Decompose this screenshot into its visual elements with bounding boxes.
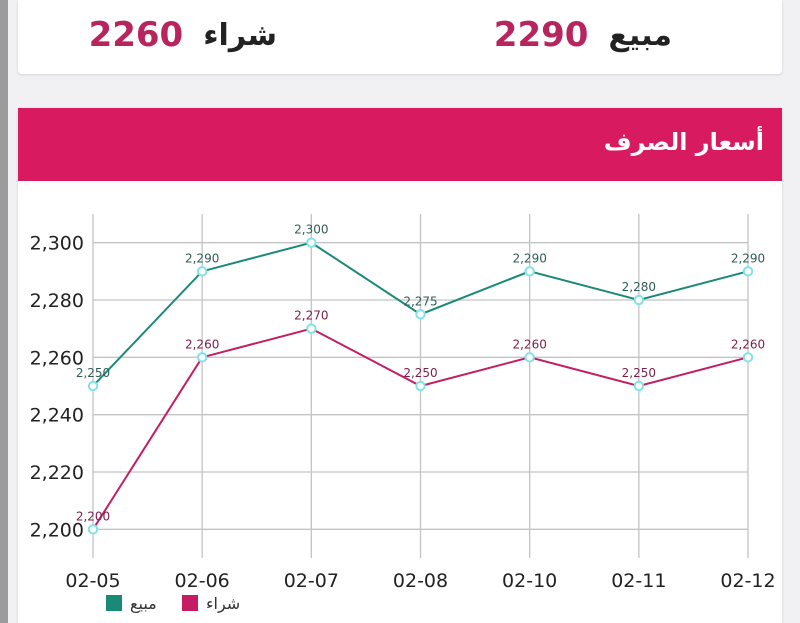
sell-value: 2290	[493, 15, 589, 55]
x-tick-label: 02-12	[720, 570, 775, 592]
buy-data-label: 2,260	[185, 337, 219, 351]
sell-data-label: 2,250	[76, 366, 110, 380]
sell-data-label: 2,275	[403, 294, 437, 308]
rates-summary-card: مبيع 2290 شراء 2260	[18, 0, 782, 74]
sell-point-marker	[87, 380, 99, 392]
sell-label: مبيع	[608, 17, 672, 53]
chart-card-title: أسعار الصرف	[603, 128, 764, 156]
buy-label: شراء	[203, 17, 277, 53]
x-tick-label: 02-10	[502, 570, 557, 592]
sell-point-marker	[306, 237, 317, 248]
sell-point-marker	[742, 266, 754, 277]
y-tick-label: 2,200	[30, 519, 84, 541]
buy-point-marker	[633, 380, 645, 392]
sell-point-marker	[633, 294, 645, 306]
y-tick-label: 2,260	[30, 347, 84, 369]
sell-data-label: 2,280	[622, 280, 656, 294]
buy-point-marker	[306, 323, 317, 334]
buy-data-label: 2,260	[512, 337, 546, 351]
legend-label-buy: شراء	[206, 594, 240, 614]
buy-point-marker	[524, 352, 535, 363]
x-tick-label: 02-07	[284, 570, 339, 592]
exchange-rates-card: أسعار الصرف 2,200 2,220 2,240 2,260 2,280 2,3…	[18, 108, 782, 623]
buy-data-label: 2,270	[294, 309, 328, 323]
sell-rate-group: مبيع 2290	[494, 10, 672, 60]
y-tick-label: 2,220	[30, 462, 84, 484]
chart-card-header: أسعار الصرف	[18, 108, 782, 181]
sell-point-marker	[415, 309, 426, 320]
sell-data-label: 2,290	[185, 251, 219, 265]
buy-value: 2260	[88, 15, 184, 55]
buy-point-marker	[415, 380, 426, 392]
y-tick-label: 2,300	[30, 233, 84, 255]
legend-swatch-buy	[182, 595, 198, 611]
sell-data-label: 2,290	[731, 251, 765, 265]
y-tick-label: 2,280	[30, 290, 84, 312]
sell-data-label: 2,300	[294, 223, 328, 237]
buy-data-label: 2,260	[731, 337, 765, 351]
y-tick-label: 2,240	[30, 405, 84, 427]
buy-data-label: 2,200	[76, 509, 110, 523]
left-edge-rule	[0, 0, 8, 623]
legend-swatch-sell	[106, 595, 122, 611]
x-tick-label: 02-11	[611, 570, 666, 592]
buy-point-marker	[196, 352, 208, 363]
sell-data-label: 2,290	[512, 251, 546, 265]
legend-label-sell: مبيع	[130, 594, 157, 614]
buy-rate-group: شراء 2260	[89, 10, 277, 60]
buy-point-marker	[87, 524, 99, 535]
x-tick-label: 02-08	[393, 570, 448, 592]
buy-point-marker	[742, 352, 754, 363]
x-tick-label: 02-06	[175, 570, 230, 592]
exchange-rate-line-chart: 2,200 2,220 2,240 2,260 2,280 2,300 02-05 02-06…	[30, 214, 776, 614]
buy-data-label: 2,250	[403, 366, 437, 380]
sell-point-marker	[524, 266, 535, 277]
buy-data-label: 2,250	[622, 366, 656, 380]
sell-point-marker	[196, 266, 208, 277]
x-tick-label: 02-05	[65, 570, 120, 592]
